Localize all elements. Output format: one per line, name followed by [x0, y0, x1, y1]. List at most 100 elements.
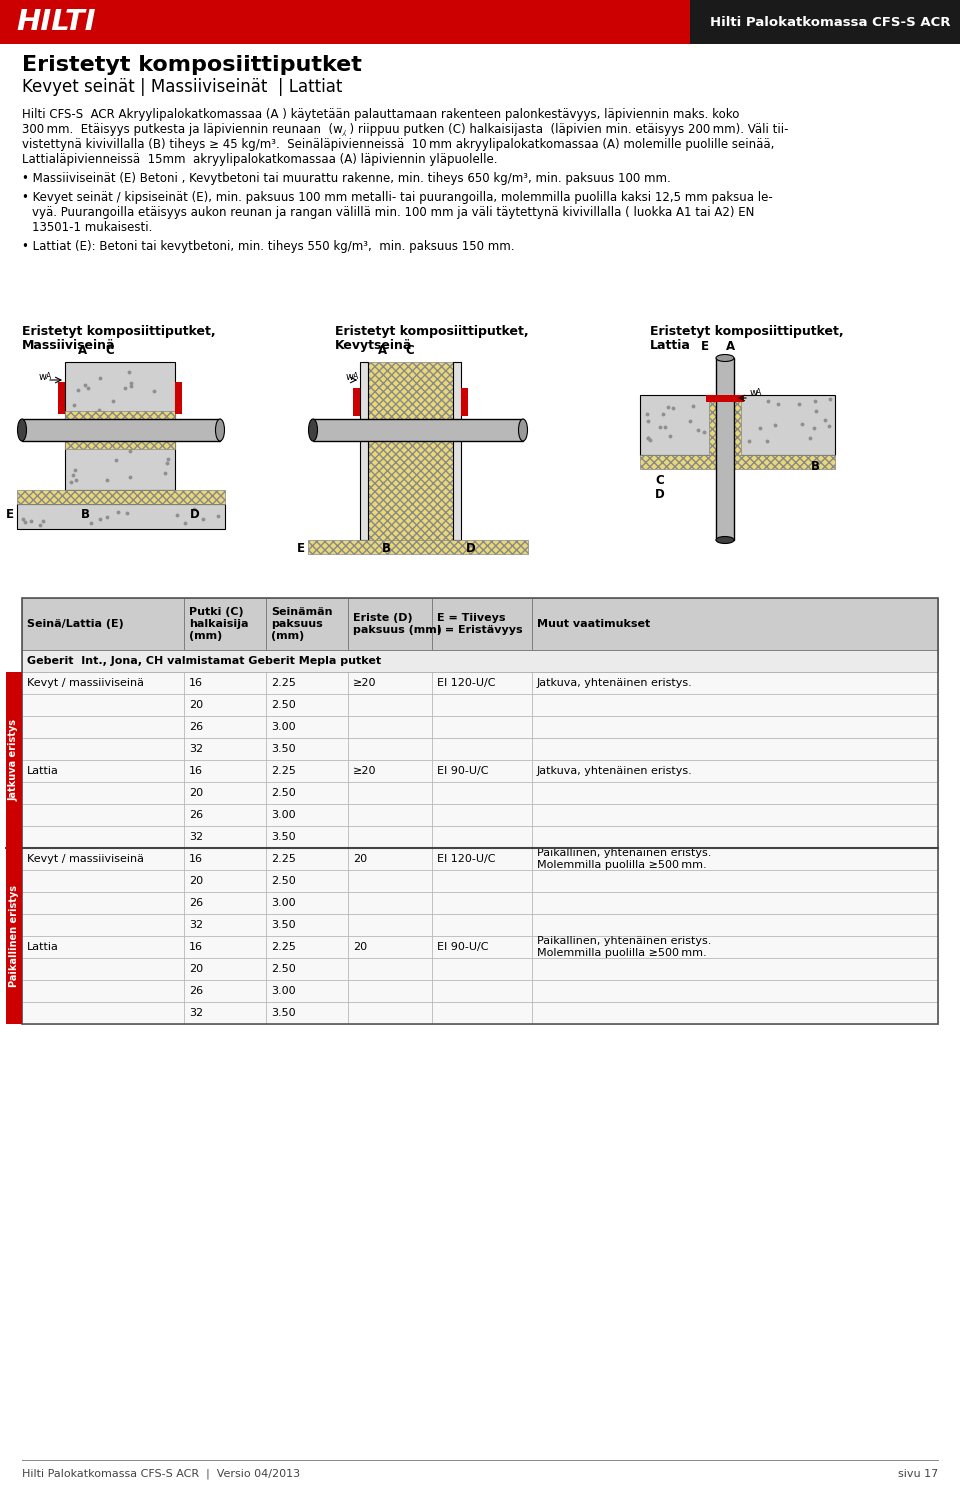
Bar — [184, 673, 266, 693]
Bar — [266, 826, 348, 848]
Bar — [184, 891, 266, 914]
Bar — [184, 783, 266, 804]
Bar — [184, 914, 266, 936]
Text: E: E — [701, 339, 709, 353]
Bar — [532, 958, 938, 981]
Bar — [22, 693, 184, 716]
Bar — [22, 420, 220, 440]
Bar — [432, 598, 532, 650]
Bar — [532, 783, 938, 804]
Bar — [175, 382, 182, 414]
Bar — [266, 936, 348, 958]
Bar — [532, 936, 938, 958]
Text: EI 120-U/C: EI 120-U/C — [437, 679, 495, 687]
Text: Massiiviseinä: Massiiviseinä — [22, 339, 115, 353]
Text: Kevytseinä: Kevytseinä — [335, 339, 413, 353]
Text: 20: 20 — [189, 876, 204, 885]
Text: 3.00: 3.00 — [271, 809, 296, 820]
Bar — [706, 394, 744, 402]
Text: • Lattiat (E): Betoni tai kevytbetoni, min. tiheys 550 kg/m³,  min. paksuus 150 : • Lattiat (E): Betoni tai kevytbetoni, m… — [22, 240, 515, 253]
Text: 300 mm.  Etäisyys putkesta ja läpiviennin reunaan  (w⁁ ) riippuu putken (C) halk: 300 mm. Etäisyys putkesta ja läpiviennin… — [22, 124, 788, 135]
Bar — [184, 738, 266, 760]
Bar — [640, 394, 713, 455]
Text: Eriste (D)
paksuus (mm): Eriste (D) paksuus (mm) — [353, 613, 442, 635]
Bar — [348, 804, 432, 826]
Text: 3.00: 3.00 — [271, 722, 296, 732]
Bar — [266, 598, 348, 650]
Text: 3.50: 3.50 — [271, 744, 296, 754]
Bar — [348, 783, 432, 804]
Bar — [716, 359, 734, 540]
Bar — [532, 673, 938, 693]
Bar — [348, 870, 432, 891]
Bar — [184, 716, 266, 738]
Text: EI 90-U/C: EI 90-U/C — [437, 766, 489, 777]
Text: 3.50: 3.50 — [271, 920, 296, 930]
Bar — [532, 848, 938, 870]
Ellipse shape — [716, 537, 734, 543]
Text: 20: 20 — [189, 789, 204, 798]
Bar — [348, 693, 432, 716]
Bar — [432, 958, 532, 981]
Bar — [432, 738, 532, 760]
Text: 32: 32 — [189, 920, 204, 930]
Text: Kevyt / massiiviseinä: Kevyt / massiiviseinä — [27, 679, 144, 687]
Ellipse shape — [308, 420, 318, 440]
Text: B: B — [81, 507, 89, 521]
Bar — [266, 673, 348, 693]
Bar — [17, 490, 225, 504]
Text: Muut vaatimukset: Muut vaatimukset — [537, 619, 650, 629]
Bar — [22, 598, 938, 1024]
Text: 2.25: 2.25 — [271, 942, 296, 952]
Text: Putki (C)
halkaisija
(mm): Putki (C) halkaisija (mm) — [189, 607, 249, 641]
Bar — [184, 1001, 266, 1024]
Text: w: w — [39, 372, 47, 382]
Bar — [266, 958, 348, 981]
Bar — [640, 455, 835, 469]
Text: Eristetyt komposiittiputket,: Eristetyt komposiittiputket, — [22, 324, 216, 338]
Text: 3.00: 3.00 — [271, 987, 296, 995]
Bar — [532, 598, 938, 650]
Bar — [690, 0, 960, 45]
Text: B: B — [810, 460, 820, 473]
Bar — [184, 936, 266, 958]
Bar — [266, 716, 348, 738]
Text: 20: 20 — [353, 854, 367, 865]
Bar — [432, 760, 532, 783]
Bar — [266, 804, 348, 826]
Text: 2.50: 2.50 — [271, 699, 296, 710]
Bar — [266, 738, 348, 760]
Text: Paikallinen, yhtenäinen eristys.
Molemmilla puolilla ≥500 mm.: Paikallinen, yhtenäinen eristys. Molemmi… — [537, 936, 711, 958]
Text: 2.50: 2.50 — [271, 789, 296, 798]
Text: 26: 26 — [189, 809, 204, 820]
Bar — [184, 598, 266, 650]
Bar — [432, 848, 532, 870]
Bar — [348, 914, 432, 936]
Text: Geberit  Int., Jona, CH valmistamat Geberit Mepla putket: Geberit Int., Jona, CH valmistamat Geber… — [27, 656, 381, 667]
Text: Hilti CFS-S  ACR Akryylipalokatkomassaa (A ) käytetään palauttamaan rakenteen pa: Hilti CFS-S ACR Akryylipalokatkomassaa (… — [22, 109, 739, 121]
Bar — [266, 760, 348, 783]
Bar — [308, 540, 528, 554]
Bar — [432, 891, 532, 914]
Bar — [532, 760, 938, 783]
Text: E = Tiiveys
I = Eristävyys: E = Tiiveys I = Eristävyys — [437, 613, 522, 635]
Bar — [65, 362, 175, 490]
Text: A: A — [378, 344, 388, 357]
Text: w: w — [346, 372, 354, 382]
Bar — [532, 870, 938, 891]
Bar — [22, 848, 184, 870]
Bar — [266, 1001, 348, 1024]
Bar — [432, 673, 532, 693]
Bar — [22, 673, 184, 693]
Bar — [22, 981, 184, 1001]
Text: Eristetyt komposiittiputket,: Eristetyt komposiittiputket, — [335, 324, 529, 338]
Bar — [266, 848, 348, 870]
Bar — [453, 362, 461, 540]
Bar — [432, 693, 532, 716]
Bar — [184, 870, 266, 891]
Text: Jatkuva, yhtenäinen eristys.: Jatkuva, yhtenäinen eristys. — [537, 766, 693, 777]
Text: 20: 20 — [189, 964, 204, 975]
Bar — [313, 420, 523, 440]
Text: 16: 16 — [189, 679, 203, 687]
Ellipse shape — [518, 420, 527, 440]
